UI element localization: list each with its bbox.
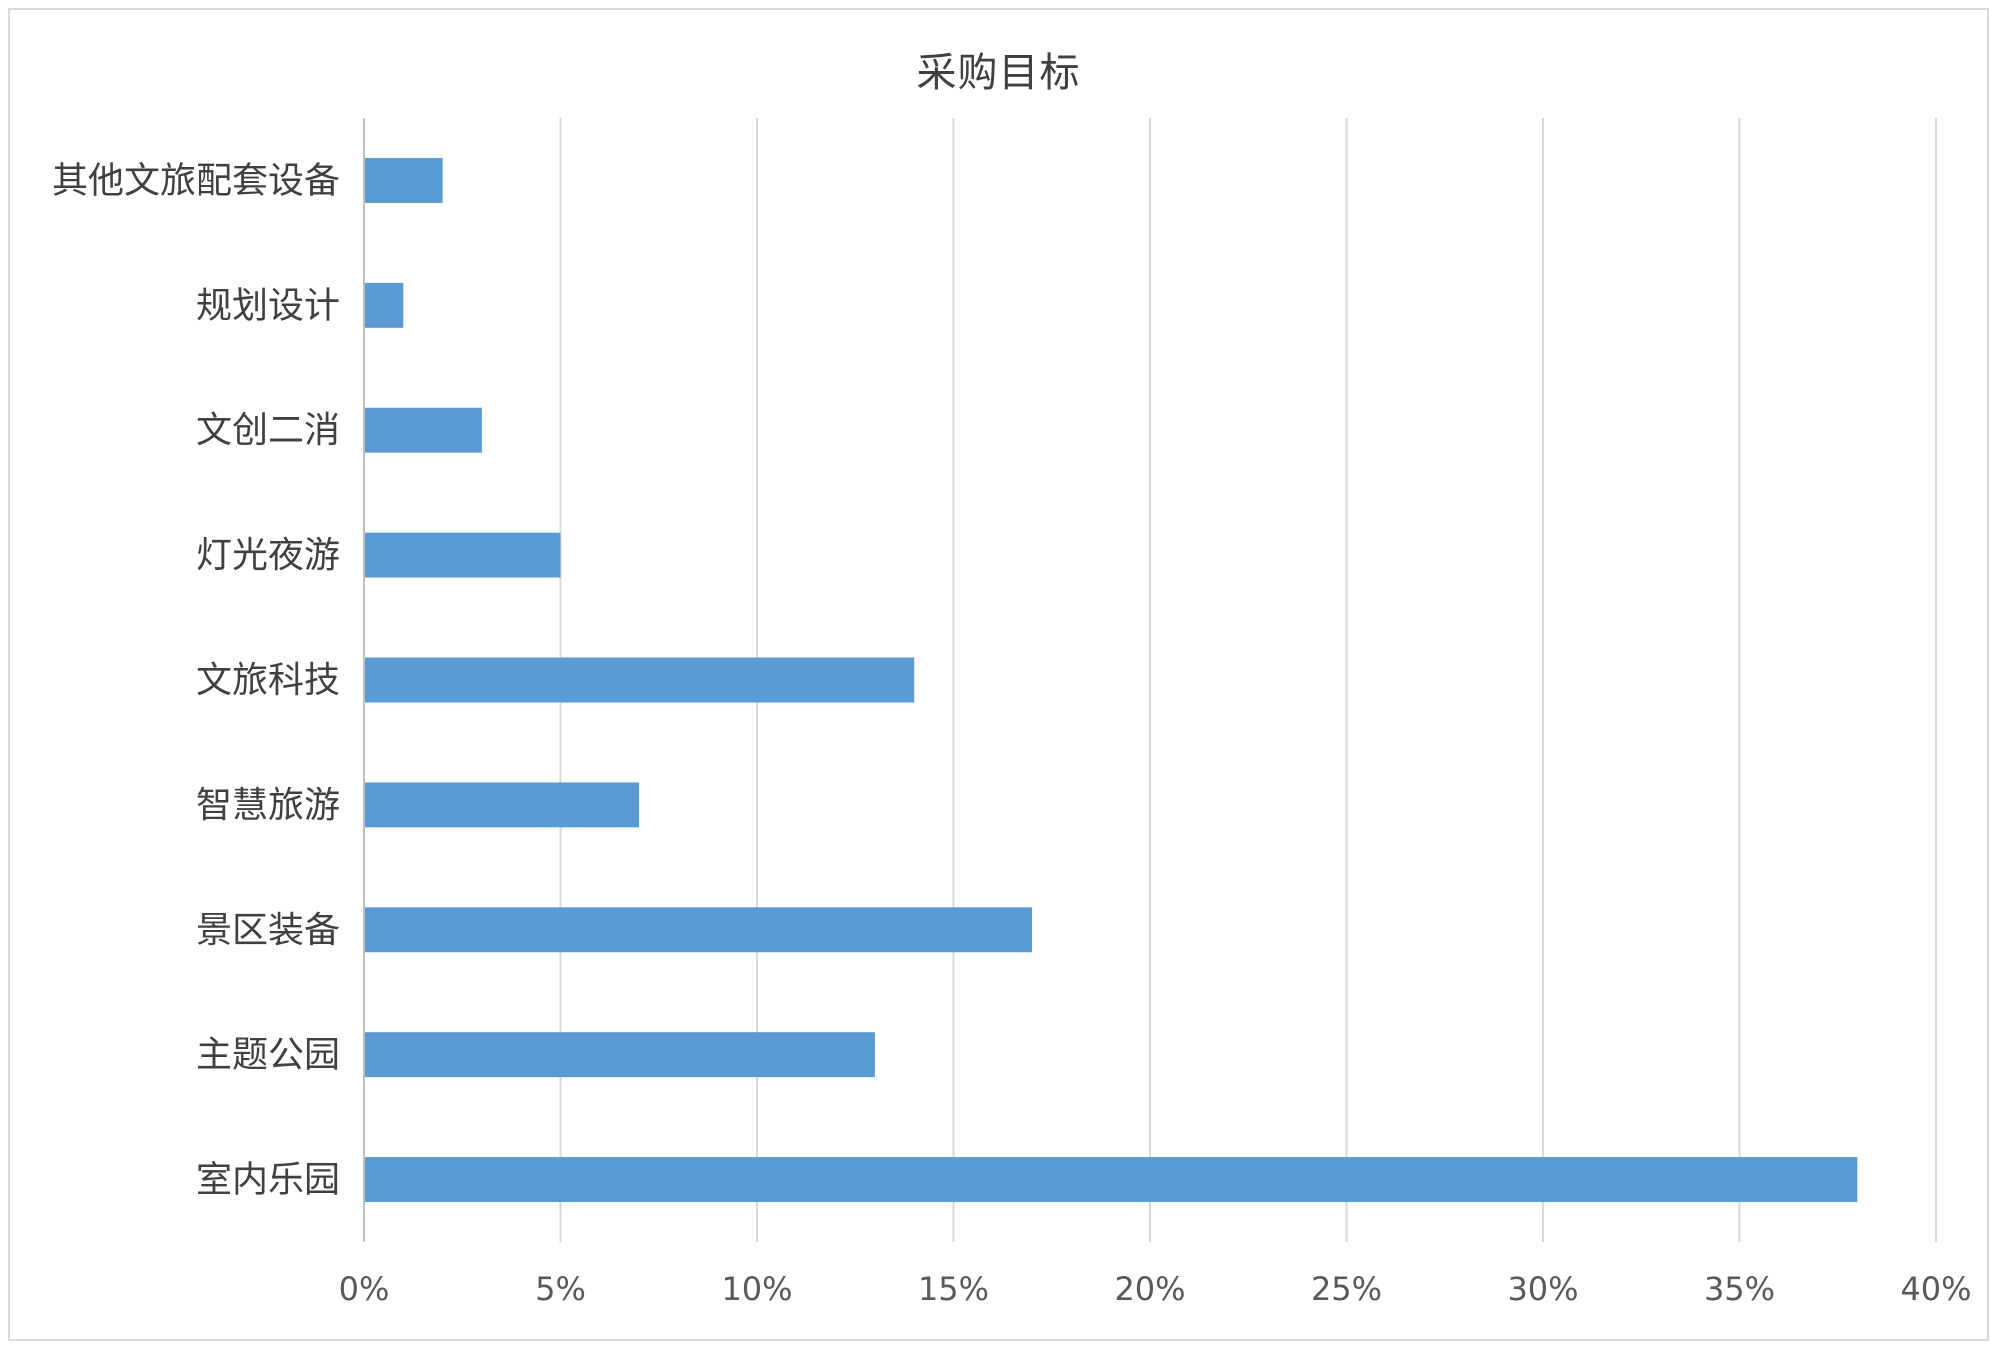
bar	[365, 407, 482, 453]
x-tick-label: 35%	[1704, 1270, 1775, 1308]
bar	[365, 157, 443, 203]
x-tick-label: 10%	[721, 1270, 792, 1308]
bar	[365, 782, 640, 828]
bar	[365, 282, 404, 328]
bar	[365, 1157, 1858, 1203]
category-label: 规划设计	[196, 285, 340, 326]
bar	[365, 657, 915, 703]
category-label: 文旅科技	[196, 660, 340, 701]
chart-title: 采购目标	[916, 50, 1081, 96]
category-label: 室内乐园	[196, 1160, 340, 1201]
bar	[365, 532, 561, 578]
x-tick-label: 30%	[1507, 1270, 1578, 1308]
x-tick-label: 5%	[535, 1270, 586, 1308]
category-label: 其他文旅配套设备	[52, 160, 340, 201]
category-label: 景区装备	[196, 910, 340, 951]
category-label: 文创二消	[196, 410, 340, 451]
x-tick-label: 40%	[1900, 1270, 1971, 1308]
bar	[365, 907, 1033, 953]
category-label: 灯光夜游	[196, 535, 340, 576]
category-label: 主题公园	[196, 1035, 340, 1076]
chart-frame: 采购目标 0% 5% 10% 15% 20% 25% 30% 35% 40% 其他文旅配套设备规划…	[8, 8, 1989, 1341]
bar	[365, 1032, 875, 1078]
x-tick-label: 25%	[1311, 1270, 1382, 1308]
bar-chart-plot: 0% 5% 10% 15% 20% 25% 30% 35% 40% 其他文旅配套设备规划设计文创二…	[52, 118, 1972, 1308]
x-tick-label: 20%	[1114, 1270, 1185, 1308]
category-label: 智慧旅游	[196, 785, 340, 826]
x-tick-label: 15%	[918, 1270, 989, 1308]
x-tick-label: 0%	[339, 1270, 390, 1308]
